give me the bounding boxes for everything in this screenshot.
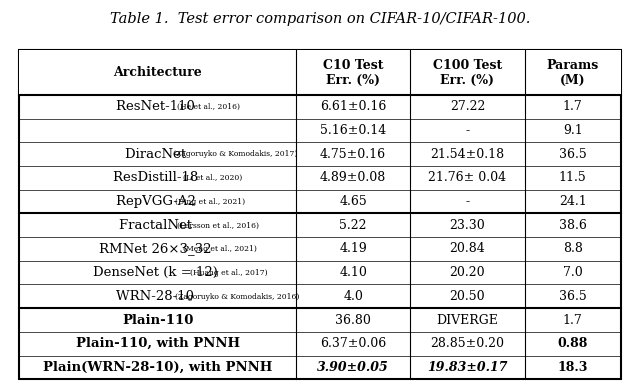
Text: DIVERGE: DIVERGE	[436, 313, 499, 327]
Text: 21.76± 0.04: 21.76± 0.04	[428, 171, 506, 184]
Text: 36.80: 36.80	[335, 313, 371, 327]
Text: 11.5: 11.5	[559, 171, 586, 184]
Text: 4.75±0.16: 4.75±0.16	[320, 147, 386, 161]
Text: 20.84: 20.84	[449, 242, 485, 255]
Text: (Zagoruyko & Komodakis, 2016): (Zagoruyko & Komodakis, 2016)	[175, 293, 300, 301]
Text: (Larsson et al., 2016): (Larsson et al., 2016)	[177, 222, 259, 229]
Text: 19.83±0.17: 19.83±0.17	[427, 361, 508, 374]
Text: Plain-110, with PNNH: Plain-110, with PNNH	[76, 337, 239, 350]
Text: 38.6: 38.6	[559, 219, 587, 232]
Text: DiracNet: DiracNet	[125, 147, 190, 161]
Text: DenseNet (k = 12): DenseNet (k = 12)	[93, 266, 222, 279]
Text: 27.22: 27.22	[450, 100, 485, 113]
Text: 18.3: 18.3	[557, 361, 588, 374]
Text: Table 1.  Test error comparison on CIFAR-10/CIFAR-100.: Table 1. Test error comparison on CIFAR-…	[110, 12, 530, 26]
Text: Plain-110: Plain-110	[122, 313, 193, 327]
Text: 20.50: 20.50	[449, 290, 485, 303]
Text: FractalNet: FractalNet	[119, 219, 196, 232]
Text: Architecture: Architecture	[113, 66, 202, 79]
Text: 8.8: 8.8	[563, 242, 582, 255]
Text: 23.30: 23.30	[449, 219, 485, 232]
Text: 36.5: 36.5	[559, 147, 586, 161]
Text: RepVGG-A2: RepVGG-A2	[115, 195, 200, 208]
Text: 5.22: 5.22	[339, 219, 367, 232]
Text: 7.0: 7.0	[563, 266, 582, 279]
Text: 5.16±0.14: 5.16±0.14	[320, 124, 386, 137]
Text: 36.5: 36.5	[559, 290, 586, 303]
Text: 9.1: 9.1	[563, 124, 582, 137]
Text: 4.10: 4.10	[339, 266, 367, 279]
Text: 4.19: 4.19	[339, 242, 367, 255]
Text: 6.37±0.06: 6.37±0.06	[320, 337, 386, 350]
Text: ResNet-110: ResNet-110	[116, 100, 199, 113]
Text: RMNet 26×3_32: RMNet 26×3_32	[99, 242, 216, 255]
Text: 4.0: 4.0	[343, 290, 363, 303]
Text: C10 Test
Err. (%): C10 Test Err. (%)	[323, 58, 383, 87]
Text: Plain(WRN-28-10), with PNNH: Plain(WRN-28-10), with PNNH	[43, 361, 272, 374]
Text: 0.88: 0.88	[557, 337, 588, 350]
Text: (Huang et al., 2017): (Huang et al., 2017)	[190, 269, 268, 277]
Text: ResDistill-18: ResDistill-18	[113, 171, 202, 184]
Text: 28.85±0.20: 28.85±0.20	[430, 337, 504, 350]
Text: 3.90±0.05: 3.90±0.05	[317, 361, 389, 374]
Text: -: -	[465, 124, 470, 137]
Text: WRN-28-10: WRN-28-10	[116, 290, 198, 303]
Text: (He et al., 2016): (He et al., 2016)	[177, 103, 240, 111]
Text: C100 Test
Err. (%): C100 Test Err. (%)	[433, 58, 502, 87]
Text: (Meng et al., 2021): (Meng et al., 2021)	[182, 245, 257, 253]
Text: 1.7: 1.7	[563, 313, 582, 327]
Text: 24.1: 24.1	[559, 195, 586, 208]
Text: -: -	[465, 195, 470, 208]
Text: 1.7: 1.7	[563, 100, 582, 113]
Text: (Li et al., 2020): (Li et al., 2020)	[182, 174, 242, 182]
Text: Params
(M): Params (M)	[547, 58, 599, 87]
Text: 4.89±0.08: 4.89±0.08	[320, 171, 386, 184]
Text: (Zagoruyko & Komodakis, 2017): (Zagoruyko & Komodakis, 2017)	[173, 151, 298, 158]
Text: (Ding et al., 2021): (Ding et al., 2021)	[175, 198, 245, 206]
Text: 20.20: 20.20	[449, 266, 485, 279]
Text: 4.65: 4.65	[339, 195, 367, 208]
Text: 6.61±0.16: 6.61±0.16	[320, 100, 387, 113]
Text: 21.54±0.18: 21.54±0.18	[430, 147, 504, 161]
